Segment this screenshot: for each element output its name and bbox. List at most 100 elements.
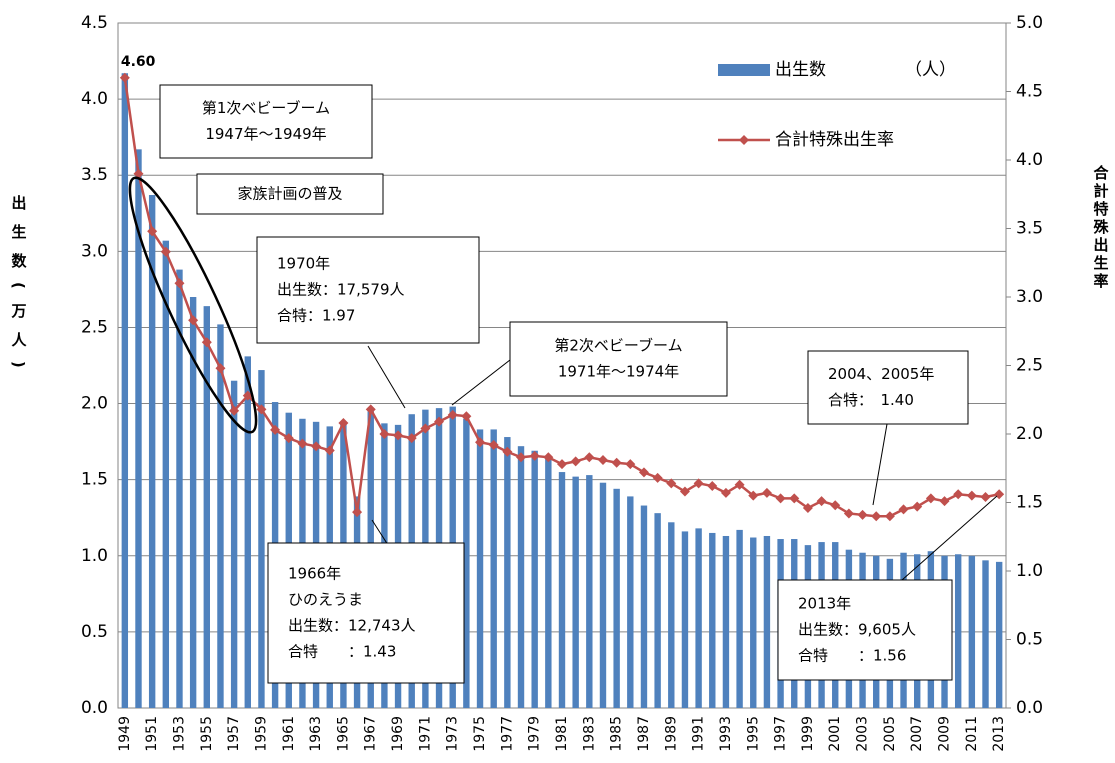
x-tick-label: 1969 bbox=[390, 716, 406, 752]
marker bbox=[119, 72, 130, 83]
marker bbox=[434, 416, 445, 427]
marker bbox=[871, 511, 882, 522]
x-tick-label: 1967 bbox=[363, 716, 379, 752]
bar bbox=[627, 496, 634, 708]
marker bbox=[270, 424, 281, 435]
y-tick-label: 3.5 bbox=[81, 165, 108, 185]
marker bbox=[720, 487, 731, 498]
x-tick-label: 1983 bbox=[581, 716, 597, 752]
annotation-box bbox=[509, 321, 728, 397]
legend-note: （人） bbox=[905, 60, 956, 80]
x-tick-label: 1957 bbox=[226, 716, 242, 752]
marker bbox=[160, 246, 171, 257]
y2-tick-label: 0.5 bbox=[1016, 630, 1043, 650]
x-tick-label: 1987 bbox=[636, 716, 652, 752]
marker bbox=[488, 439, 499, 450]
x-tick-label: 1995 bbox=[745, 716, 761, 752]
annotation-box bbox=[267, 542, 465, 684]
y2-tick-label: 4.0 bbox=[1016, 150, 1043, 170]
marker bbox=[461, 411, 472, 422]
annotation-box bbox=[256, 236, 480, 344]
bar bbox=[558, 472, 566, 708]
marker bbox=[311, 441, 322, 452]
legend-label: 合計特殊出生率 bbox=[775, 130, 894, 150]
annotation-text: 合特 ：1.43 bbox=[288, 643, 396, 661]
marker bbox=[816, 496, 827, 507]
annotation-text: 家族計画の普及 bbox=[237, 185, 342, 203]
y2-axis-title: 合計特殊出生率 bbox=[1092, 164, 1110, 291]
marker bbox=[611, 457, 622, 468]
marker bbox=[393, 430, 404, 441]
marker bbox=[557, 459, 567, 470]
bar bbox=[982, 560, 989, 708]
x-tick-label: 2003 bbox=[855, 716, 871, 752]
annotation-text: 第2次ベビーブーム bbox=[554, 337, 682, 355]
legend-label: 出生数 bbox=[775, 60, 826, 80]
y-tick-label: 4.5 bbox=[81, 13, 108, 33]
bar bbox=[162, 240, 170, 708]
leader-line bbox=[451, 359, 511, 406]
x-tick-label: 1959 bbox=[253, 716, 269, 752]
bar bbox=[709, 532, 716, 708]
annotation-text: 出生数：9,605人 bbox=[798, 621, 916, 639]
x-tick-label: 2005 bbox=[882, 716, 898, 752]
marker bbox=[475, 437, 486, 448]
marker bbox=[447, 409, 458, 420]
marker bbox=[802, 502, 813, 513]
x-tick-label: 1977 bbox=[499, 716, 515, 752]
marker bbox=[980, 492, 991, 503]
x-tick-label: 1975 bbox=[472, 716, 488, 752]
bar bbox=[176, 269, 183, 708]
marker bbox=[761, 487, 772, 498]
marker bbox=[242, 390, 253, 401]
marker bbox=[939, 496, 950, 507]
marker bbox=[898, 504, 909, 515]
x-tick-label: 1989 bbox=[663, 716, 679, 752]
annotation-box bbox=[807, 350, 969, 425]
marker bbox=[884, 511, 895, 522]
x-tick-label: 1991 bbox=[691, 716, 707, 752]
marker bbox=[652, 472, 663, 483]
bar bbox=[545, 458, 552, 708]
annotation-box bbox=[777, 579, 953, 681]
bar bbox=[572, 476, 579, 708]
annotation-text: 1970年 bbox=[277, 255, 330, 273]
annotation-text: 第1次ベビーブーム bbox=[202, 99, 330, 117]
y2-tick-label: 3.0 bbox=[1016, 287, 1043, 307]
marker bbox=[775, 493, 786, 504]
y2-tick-label: 0.0 bbox=[1016, 698, 1043, 718]
y-tick-label: 4.0 bbox=[81, 89, 108, 109]
bar bbox=[722, 535, 730, 708]
marker bbox=[666, 478, 677, 489]
bar bbox=[968, 555, 976, 708]
marker bbox=[966, 490, 977, 501]
annotation-text: 合特： 1.40 bbox=[828, 391, 914, 409]
y2-tick-label: 3.5 bbox=[1016, 219, 1043, 239]
y-tick-label: 2.0 bbox=[81, 394, 108, 414]
leader-line bbox=[371, 519, 389, 546]
bar bbox=[681, 531, 689, 708]
marker bbox=[188, 315, 199, 326]
bar bbox=[613, 488, 620, 708]
bar bbox=[148, 195, 156, 708]
marker bbox=[843, 508, 854, 519]
leader-line bbox=[367, 345, 406, 409]
marker bbox=[953, 489, 964, 500]
annotation-text: 1971年～1974年 bbox=[558, 363, 679, 381]
bar bbox=[517, 446, 525, 708]
marker bbox=[707, 481, 718, 492]
x-tick-label: 1981 bbox=[554, 716, 570, 752]
y2-tick-label: 4.5 bbox=[1016, 82, 1043, 102]
marker bbox=[283, 433, 294, 444]
y-tick-label: 0.5 bbox=[81, 622, 108, 642]
bar bbox=[463, 418, 470, 708]
x-tick-label: 2007 bbox=[909, 716, 925, 752]
x-tick-label: 2013 bbox=[991, 716, 1007, 752]
y-tick-label: 2.5 bbox=[81, 317, 108, 337]
marker bbox=[748, 490, 759, 501]
x-tick-label: 1997 bbox=[773, 716, 789, 752]
bar bbox=[599, 482, 607, 708]
marker bbox=[789, 493, 800, 504]
marker bbox=[133, 168, 144, 179]
